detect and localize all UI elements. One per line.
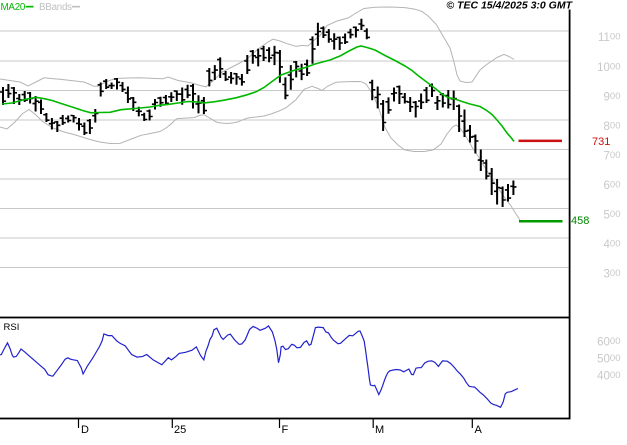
svg-text:300: 300 [604,268,621,281]
svg-text:25: 25 [174,424,186,436]
svg-text:700: 700 [604,150,621,163]
svg-text:4000: 4000 [597,370,620,383]
svg-text:RSI: RSI [4,322,20,333]
svg-text:MA20: MA20 [1,2,26,13]
svg-text:© TEC 15/4/2025 3:0 GMT: © TEC 15/4/2025 3:0 GMT [446,0,573,12]
svg-text:900: 900 [604,91,621,104]
svg-text:BBands: BBands [39,2,72,13]
svg-text:F: F [282,424,289,436]
svg-text:1100: 1100 [598,31,621,44]
svg-text:M: M [375,424,384,436]
svg-text:800: 800 [604,120,621,133]
svg-text:1000: 1000 [597,61,620,74]
svg-text:500: 500 [604,209,621,222]
svg-text:A: A [475,424,483,436]
svg-text:458: 458 [571,215,589,227]
svg-text:731: 731 [592,136,610,148]
svg-text:D: D [81,424,89,436]
svg-text:400: 400 [604,238,621,251]
svg-text:600: 600 [604,179,621,192]
svg-text:5000: 5000 [597,353,620,366]
svg-text:6000: 6000 [597,336,620,349]
